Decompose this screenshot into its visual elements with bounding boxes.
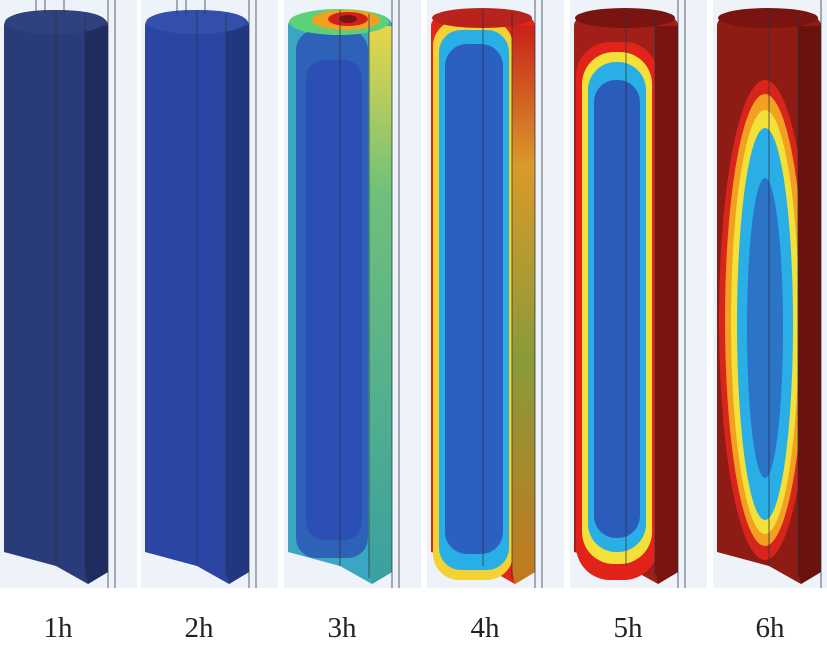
label-2h: 2h (184, 612, 214, 644)
panel-1h (0, 0, 137, 588)
label-6h: 6h (755, 612, 785, 644)
cylinder-3h (288, 0, 400, 588)
panel-6h (713, 0, 827, 588)
cylinder-4h (431, 0, 543, 588)
label-1h: 1h (43, 612, 73, 644)
panel-4h (427, 0, 564, 588)
label-5h: 5h (613, 612, 643, 644)
cylinder-2h (145, 0, 257, 588)
cylinder-6h (717, 0, 822, 588)
cylinder-5h (574, 0, 686, 588)
panel-3h (284, 0, 421, 588)
panel-2h (141, 0, 278, 588)
label-3h: 3h (327, 612, 357, 644)
cylinder-1h (4, 0, 116, 588)
panel-5h (570, 0, 707, 588)
label-4h: 4h (470, 612, 500, 644)
